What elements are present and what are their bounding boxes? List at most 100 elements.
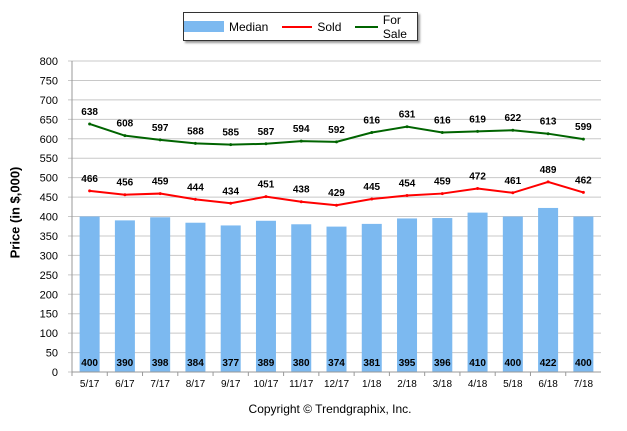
bar-median <box>502 216 523 372</box>
data-label-sold: 438 <box>293 185 310 196</box>
bar-median <box>291 224 312 372</box>
copyright: Copyright © Trendgraphix, Inc. <box>248 402 412 416</box>
point-sold <box>229 201 233 205</box>
data-label-for-sale: 592 <box>328 125 345 136</box>
point-sold <box>88 189 92 193</box>
y-tick-label: 100 <box>40 328 58 340</box>
x-tick-label: 11/17 <box>289 379 314 390</box>
x-tick-label: 5/17 <box>80 379 100 390</box>
data-label-sold: 462 <box>575 175 592 186</box>
data-label-median: 374 <box>328 358 345 369</box>
x-tick-label: 2/18 <box>397 379 417 390</box>
data-label-for-sale: 594 <box>293 124 310 135</box>
y-tick-label: 500 <box>40 173 58 185</box>
legend-item-sold[interactable]: Sold <box>282 20 341 34</box>
data-label-sold: 429 <box>328 188 345 199</box>
data-label-median: 381 <box>363 358 380 369</box>
x-tick-label: 6/17 <box>115 379 135 390</box>
legend-swatch-median <box>184 21 224 32</box>
point-for-sale <box>581 137 585 141</box>
y-tick-label: 650 <box>40 114 58 126</box>
y-tick-label: 400 <box>40 212 58 224</box>
point-for-sale <box>123 134 127 138</box>
point-for-sale <box>158 138 162 142</box>
bar-median <box>79 216 100 372</box>
data-label-sold: 445 <box>363 182 380 193</box>
bar-median <box>432 218 453 372</box>
legend: Median Sold For Sale <box>183 12 418 41</box>
point-sold <box>335 203 338 207</box>
x-tick-label: 7/17 <box>150 379 170 390</box>
point-sold <box>581 190 585 194</box>
data-label-sold: 456 <box>117 178 134 189</box>
legend-item-for-sale[interactable]: For Sale <box>355 13 417 41</box>
data-label-median: 380 <box>293 358 310 369</box>
y-tick-label: 550 <box>40 153 58 165</box>
x-tick-label: 3/18 <box>433 379 453 390</box>
data-label-median: 400 <box>81 358 98 369</box>
bar-median <box>467 212 488 372</box>
bar-median <box>326 226 347 372</box>
x-tick-label: 5/18 <box>503 379 523 390</box>
bar-median <box>573 216 594 372</box>
x-tick-label: 8/17 <box>186 379 206 390</box>
y-tick-label: 300 <box>40 250 58 262</box>
data-label-median: 400 <box>504 358 521 369</box>
point-sold <box>264 195 268 199</box>
point-for-sale <box>88 122 92 126</box>
legend-swatch-sold <box>282 25 313 28</box>
x-tick-label: 7/18 <box>574 379 594 390</box>
bar-median <box>538 207 559 372</box>
data-label-sold: 459 <box>152 177 169 188</box>
data-label-median: 410 <box>469 358 486 369</box>
bar-median <box>255 220 276 372</box>
x-tick-label: 12/17 <box>324 379 349 390</box>
bar-median <box>361 223 382 372</box>
legend-item-median[interactable]: Median <box>184 20 268 34</box>
point-sold <box>370 197 374 201</box>
bar-median <box>150 217 171 372</box>
point-sold <box>476 187 480 191</box>
bar-median <box>220 225 241 372</box>
bar-median <box>114 220 135 372</box>
data-label-median: 395 <box>399 358 416 369</box>
x-tick-label: 4/18 <box>468 379 488 390</box>
data-label-for-sale: 608 <box>117 119 134 130</box>
y-tick-label: 50 <box>46 348 58 360</box>
data-label-median: 398 <box>152 358 169 369</box>
data-label-median: 377 <box>222 358 239 369</box>
y-tick-label: 800 <box>40 56 58 68</box>
bar-median <box>397 218 418 372</box>
y-tick-label: 200 <box>40 289 58 301</box>
y-tick-label: 0 <box>52 367 58 379</box>
legend-label: For Sale <box>382 12 407 41</box>
point-sold <box>440 192 444 196</box>
point-for-sale <box>476 129 480 133</box>
point-for-sale <box>193 141 197 145</box>
point-sold <box>511 191 515 195</box>
data-label-for-sale: 631 <box>399 110 416 121</box>
data-label-sold: 466 <box>81 174 98 185</box>
data-label-for-sale: 622 <box>504 113 521 124</box>
point-for-sale <box>370 131 374 135</box>
data-label-sold: 461 <box>504 176 521 187</box>
data-label-median: 400 <box>575 358 592 369</box>
legend-swatch-for-sale <box>355 25 378 28</box>
data-label-sold: 489 <box>540 165 557 176</box>
y-tick-label: 750 <box>40 75 58 87</box>
data-label-median: 389 <box>258 358 275 369</box>
y-tick-label: 350 <box>40 231 58 243</box>
point-for-sale <box>405 125 409 129</box>
x-tick-label: 9/17 <box>221 379 241 390</box>
point-sold <box>405 194 409 198</box>
point-sold <box>158 192 162 196</box>
data-label-sold: 444 <box>187 182 204 193</box>
data-label-for-sale: 619 <box>469 114 486 125</box>
point-sold <box>299 200 303 204</box>
data-label-median: 390 <box>117 358 134 369</box>
data-label-for-sale: 613 <box>540 117 557 128</box>
data-label-sold: 459 <box>434 177 451 188</box>
data-label-for-sale: 597 <box>152 123 169 134</box>
